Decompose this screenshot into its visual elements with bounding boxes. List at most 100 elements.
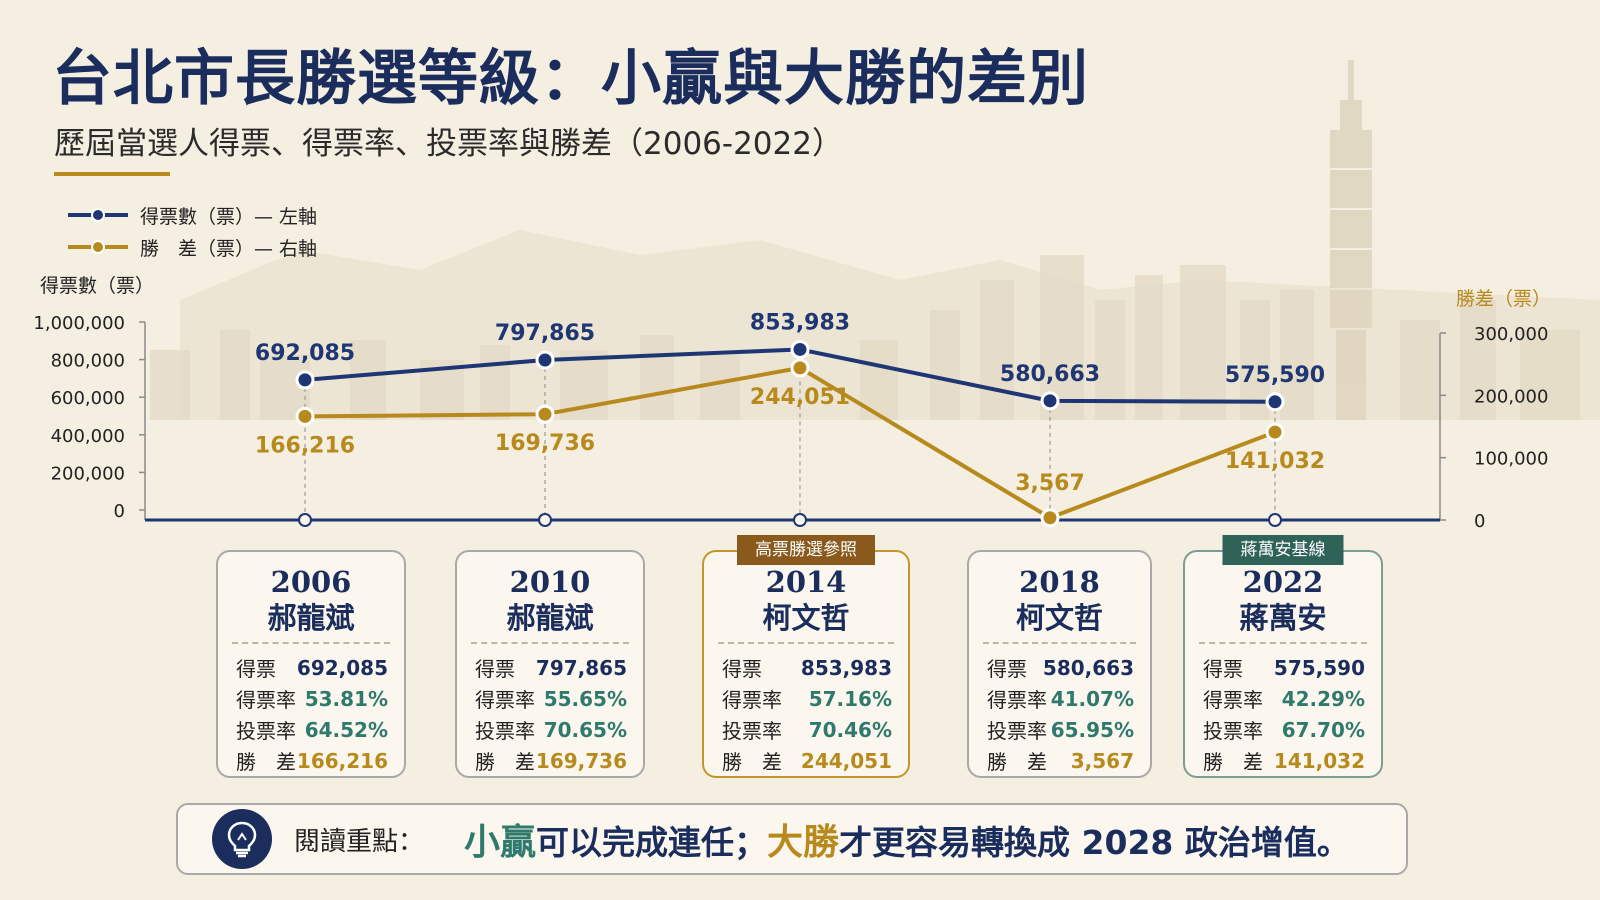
card-year: 2022: [1242, 565, 1324, 599]
x-axis-marker: [1268, 513, 1282, 527]
stat-label: 投票率: [987, 719, 1047, 743]
stat-value: 53.81%: [304, 686, 388, 711]
card-candidate-name: 蔣萬安: [1239, 601, 1327, 635]
x-axis-marker: [298, 513, 312, 527]
stat-value: 67.70%: [1281, 717, 1365, 742]
y-axis-left-tick-label: 200,000: [51, 463, 125, 484]
margin-data-label: 166,216: [255, 433, 355, 458]
votes-point: [295, 370, 315, 390]
stat-label: 得票: [722, 657, 762, 681]
stat-label: 投票率: [475, 719, 535, 743]
margin-data-label: 169,736: [495, 431, 595, 456]
y-axis-left-tick-label: 600,000: [51, 388, 125, 409]
legend-swatch-margin: [68, 240, 128, 254]
card-divider: [983, 642, 1136, 644]
key-point-end-text: 才更容易轉換成 2028 政治增值。: [839, 823, 1350, 862]
key-point-text: 小贏可以完成連任；大勝才更容易轉換成 2028 政治增值。: [464, 813, 1350, 865]
margin-data-label: 3,567: [1015, 471, 1085, 496]
stat-value: 70.65%: [543, 717, 627, 742]
stat-value: 853,983: [800, 655, 892, 680]
stat-row: 勝 差 3,567: [969, 745, 1150, 776]
x-axis-marker: [793, 513, 807, 527]
legend-label-margin: 勝 差（票）— 右軸: [140, 237, 318, 260]
stat-label: 投票率: [722, 719, 782, 743]
y-axis-left-tick-label: 0: [114, 501, 125, 522]
y-axis-left-tick-label: 800,000: [51, 351, 125, 372]
stat-value: 797,865: [535, 655, 627, 680]
margin-data-label: 244,051: [750, 385, 850, 410]
stat-row: 得票 692,085: [218, 652, 404, 683]
stat-label: 得票: [1203, 657, 1243, 681]
stat-row: 勝 差 169,736: [457, 745, 643, 776]
page-subtitle: 歷屆當選人得票、得票率、投票率與勝差（2006-2022）: [54, 126, 843, 162]
stat-row: 勝 差 166,216: [218, 745, 404, 776]
votes-data-label: 797,865: [495, 321, 595, 346]
votes-data-label: 692,085: [255, 341, 355, 366]
stat-label: 得票率: [987, 688, 1047, 712]
stat-row: 投票率 67.70%: [1185, 714, 1381, 745]
card-badge: 蔣萬安基線: [1222, 535, 1344, 565]
votes-data-label: 575,590: [1225, 363, 1325, 388]
stat-label: 得票: [475, 657, 515, 681]
lightbulb-icon: [212, 809, 272, 869]
votes-point: [1265, 392, 1285, 412]
key-point-small-win: 小贏: [464, 822, 537, 863]
y-axis-right-tick-label: 300,000: [1474, 324, 1548, 345]
y-axis-left-title: 得票數（票）: [40, 275, 155, 297]
stat-row: 得票 797,865: [457, 652, 643, 683]
y-axis-right-title: 勝差（票）: [1456, 288, 1552, 310]
stat-row: 得票 575,590: [1185, 652, 1381, 683]
stat-row: 投票率 70.46%: [704, 714, 908, 745]
stat-value: 141,032: [1273, 748, 1365, 773]
margin-point: [1040, 508, 1060, 528]
key-point-big-win: 大勝: [767, 822, 840, 863]
card-candidate-name: 柯文哲: [762, 601, 850, 635]
title-underline: [54, 172, 170, 176]
card-candidate-name: 郝龍斌: [267, 601, 355, 635]
stat-value: 575,590: [1273, 655, 1365, 680]
stat-value: 169,736: [535, 748, 627, 773]
card-year: 2006: [270, 565, 352, 599]
stat-value: 57.16%: [808, 686, 892, 711]
stat-label: 得票: [987, 657, 1027, 681]
stat-label: 得票率: [722, 688, 782, 712]
y-axis-right-tick-label: 0: [1474, 511, 1485, 532]
stat-row: 得票 853,983: [704, 652, 908, 683]
card-candidate-name: 柯文哲: [1015, 601, 1103, 635]
margin-point: [535, 404, 555, 424]
stat-label: 得票: [236, 657, 276, 681]
y-axis-right-tick-label: 200,000: [1474, 386, 1548, 407]
stat-row: 得票率 42.29%: [1185, 683, 1381, 714]
stat-value: 65.95%: [1050, 717, 1134, 742]
stat-label: 勝 差: [722, 750, 782, 774]
votes-data-label: 853,983: [750, 310, 850, 335]
margin-data-label: 141,032: [1225, 449, 1325, 474]
stat-value: 166,216: [296, 748, 388, 773]
candidate-card-2022: 蔣萬安基線 2022 蔣萬安得票 575,590 得票率 42.29% 投票率 67.70% 勝…: [1183, 535, 1383, 778]
stat-row: 勝 差 141,032: [1185, 745, 1381, 776]
stat-value: 3,567: [1070, 748, 1134, 773]
candidate-card-2006: 2006 郝龍斌 得票 692,085 得票率 53.81% 投票率 64.52% 勝 差 166…: [216, 550, 406, 778]
card-year: 2018: [1019, 565, 1100, 599]
card-year: 2010: [509, 565, 591, 599]
stat-label: 投票率: [236, 719, 296, 743]
legend-swatch-votes: [68, 208, 128, 222]
votes-point: [535, 350, 555, 370]
y-axis-left-tick-label: 1,000,000: [33, 313, 125, 334]
legend-item-margin: 勝 差（票）— 右軸: [68, 231, 317, 263]
candidate-card-2010: 2010 郝龍斌 得票 797,865 得票率 55.65% 投票率 70.65% 勝 差 169…: [455, 550, 645, 778]
stat-label: 勝 差: [236, 750, 296, 774]
key-point-box: 閱讀重點： 小贏可以完成連任；大勝才更容易轉換成 2028 政治增值。: [176, 803, 1408, 875]
card-divider: [718, 642, 894, 644]
key-point-mid-text: 可以完成連任；: [536, 823, 768, 862]
x-axis-marker: [538, 513, 552, 527]
legend-label-votes: 得票數（票）— 左軸: [140, 205, 318, 228]
stat-row: 投票率 64.52%: [218, 714, 404, 745]
card-candidate-name: 郝龍斌: [506, 601, 594, 635]
stat-label: 得票率: [1203, 688, 1263, 712]
chart-legend: 得票數（票）— 左軸 勝 差（票）— 右軸: [68, 199, 317, 263]
margin-point: [1265, 422, 1285, 442]
votes-point: [1040, 391, 1060, 411]
candidate-card-2018: 2018 柯文哲 得票 580,663 得票率 41.07% 投票率 65.95% 勝 差 3,5…: [967, 550, 1152, 778]
